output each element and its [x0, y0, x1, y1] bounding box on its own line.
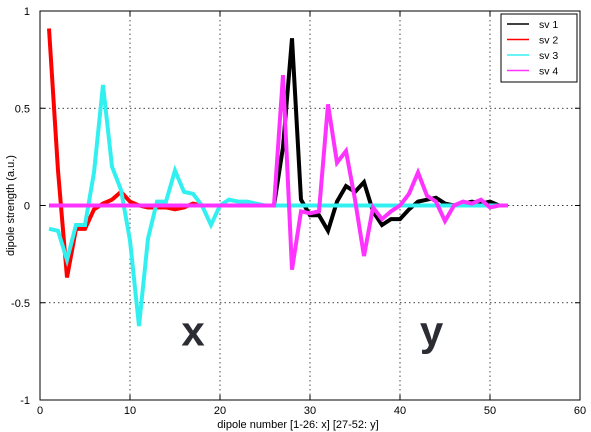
- x-tick-label: 20: [214, 405, 226, 417]
- x-tick-label: 60: [574, 405, 586, 417]
- series-line-4: [49, 75, 508, 270]
- x-axis-label: dipole number [1-26: x] [27-52: y]: [217, 419, 378, 431]
- x-tick-label: 30: [304, 405, 316, 417]
- x-tick-label: 0: [37, 405, 43, 417]
- series-line-3: [48, 84, 508, 327]
- x-tick-label: 10: [124, 405, 136, 417]
- annotation-x: x: [181, 308, 205, 355]
- legend-label-2: sv 2: [539, 35, 558, 47]
- y-tick-label: 1: [24, 6, 30, 18]
- legend-label-4: sv 4: [539, 66, 558, 78]
- legend-label-1: sv 1: [539, 19, 558, 31]
- y-tick-label: 0.5: [15, 103, 30, 115]
- y-tick-label: -1: [20, 395, 30, 407]
- x-tick-label: 50: [484, 405, 496, 417]
- y-tick-label: -0.5: [11, 298, 30, 310]
- legend-label-3: sv 3: [539, 50, 558, 62]
- y-tick-label: 0: [24, 201, 30, 213]
- annotation-y: y: [420, 308, 444, 355]
- y-axis-label: dipole strength (a.u.): [5, 155, 17, 256]
- x-tick-label: 40: [394, 405, 406, 417]
